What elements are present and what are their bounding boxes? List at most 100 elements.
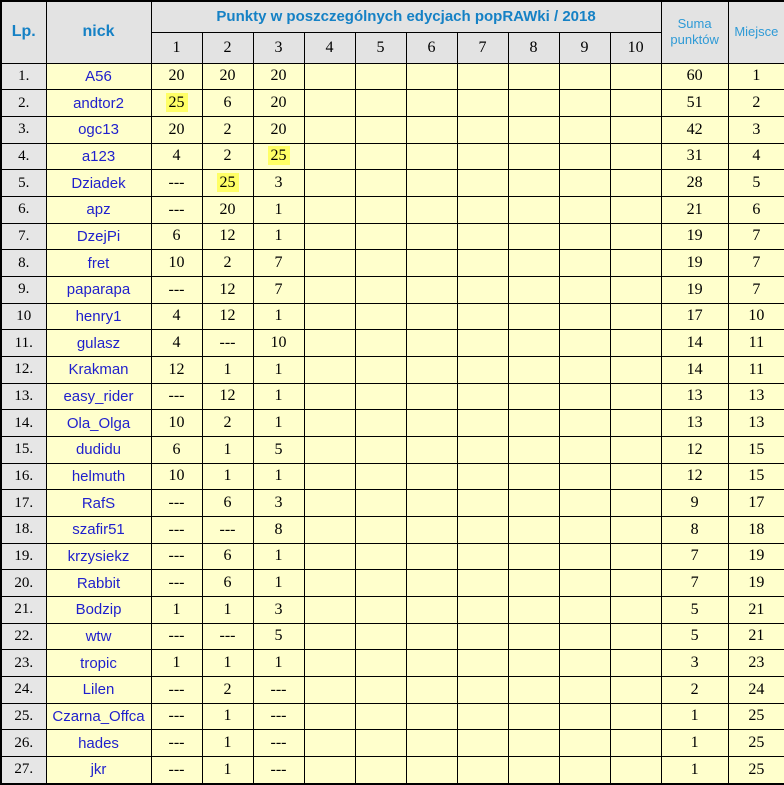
points-cell: 20 — [150, 62, 203, 91]
sum-cell: 3 — [660, 649, 729, 677]
points-cell — [405, 249, 458, 277]
table-row: 5. Dziadek --- 25 3 28 5 — [0, 169, 784, 197]
points-cell — [354, 702, 407, 731]
points-cell — [405, 675, 458, 704]
points-cell — [558, 515, 611, 544]
table-row: 22. wtw --- --- 5 5 21 — [0, 622, 784, 651]
column-header-nick: nick — [45, 0, 152, 64]
points-cell — [405, 595, 458, 624]
points-cell — [456, 355, 509, 384]
points-cell: 5 — [252, 435, 305, 464]
points-cell — [303, 569, 356, 597]
points-cell: 10 — [150, 409, 203, 437]
points-cell: 6 — [201, 569, 254, 597]
points-cell — [303, 275, 356, 304]
points-cell: 1 — [201, 702, 254, 731]
nick-cell: szafir51 — [45, 515, 152, 544]
points-cell — [507, 542, 560, 571]
points-cell: 6 — [201, 542, 254, 571]
points-cell — [609, 89, 662, 117]
points-cell — [507, 115, 560, 144]
place-cell: 19 — [727, 542, 784, 571]
points-cell — [354, 302, 407, 331]
points-cell — [303, 222, 356, 251]
points-cell — [558, 675, 611, 704]
place-cell: 4 — [727, 142, 784, 171]
points-cell — [303, 409, 356, 437]
points-cell — [558, 195, 611, 224]
points-cell — [354, 595, 407, 624]
row-number-cell: 19. — [0, 542, 47, 571]
points-cell — [507, 169, 560, 197]
place-cell: 19 — [727, 569, 784, 597]
table-row: 27. jkr --- 1 --- 1 25 — [0, 755, 784, 785]
nick-cell: RafS — [45, 489, 152, 517]
points-cell — [507, 702, 560, 731]
points-cell — [609, 622, 662, 651]
points-cell — [405, 409, 458, 437]
nick-cell: Krakman — [45, 355, 152, 384]
points-cell — [609, 222, 662, 251]
points-cell — [507, 409, 560, 437]
nick-cell: dudidu — [45, 435, 152, 464]
table-row: 20. Rabbit --- 6 1 7 19 — [0, 569, 784, 597]
nick-cell: hades — [45, 729, 152, 757]
points-cell — [609, 569, 662, 597]
points-cell — [354, 249, 407, 277]
points-cell — [456, 329, 509, 357]
points-cell — [507, 222, 560, 251]
points-cell — [609, 675, 662, 704]
row-number-cell: 27. — [0, 755, 47, 785]
row-number-cell: 2. — [0, 89, 47, 117]
points-cell: 1 — [201, 462, 254, 491]
points-cell — [507, 489, 560, 517]
points-cell — [558, 222, 611, 251]
points-cell — [303, 489, 356, 517]
nick-cell: paparapa — [45, 275, 152, 304]
points-cell — [609, 435, 662, 464]
points-cell — [405, 755, 458, 785]
points-cell — [507, 569, 560, 597]
points-cell: --- — [201, 622, 254, 651]
place-cell: 25 — [727, 755, 784, 785]
points-cell: --- — [252, 702, 305, 731]
points-cell: --- — [150, 195, 203, 224]
place-cell: 7 — [727, 275, 784, 304]
table-row: 3. ogc13 20 2 20 42 3 — [0, 115, 784, 144]
place-cell: 18 — [727, 515, 784, 544]
place-cell: 10 — [727, 302, 784, 331]
points-cell: 25 — [201, 169, 254, 197]
points-cell — [609, 115, 662, 144]
sum-cell: 19 — [660, 222, 729, 251]
place-cell: 24 — [727, 675, 784, 704]
row-number-cell: 14. — [0, 409, 47, 437]
points-cell — [405, 142, 458, 171]
points-cell: --- — [150, 275, 203, 304]
points-cell — [303, 435, 356, 464]
table-row: 21. Bodzip 1 1 3 5 21 — [0, 595, 784, 624]
points-cell — [354, 115, 407, 144]
points-cell — [456, 462, 509, 491]
points-cell — [558, 542, 611, 571]
edition-column-header: 6 — [405, 31, 458, 64]
points-cell — [354, 222, 407, 251]
table-row: 16. helmuth 10 1 1 12 15 — [0, 462, 784, 491]
points-cell — [303, 729, 356, 757]
nick-cell: andtor2 — [45, 89, 152, 117]
sum-cell: 60 — [660, 62, 729, 91]
points-cell — [609, 729, 662, 757]
points-cell — [558, 409, 611, 437]
points-cell — [507, 755, 560, 785]
points-cell: --- — [150, 569, 203, 597]
place-cell: 7 — [727, 222, 784, 251]
points-cell — [303, 115, 356, 144]
table-row: 8. fret 10 2 7 19 7 — [0, 249, 784, 277]
points-cell — [558, 569, 611, 597]
table-row: 23. tropic 1 1 1 3 23 — [0, 649, 784, 677]
points-cell — [507, 595, 560, 624]
table-row: 4. a123 4 2 25 31 4 — [0, 142, 784, 171]
points-cell — [405, 355, 458, 384]
points-cell: 2 — [201, 115, 254, 144]
points-cell — [303, 62, 356, 91]
column-header-suma-punktow: Suma punktów — [660, 0, 729, 64]
